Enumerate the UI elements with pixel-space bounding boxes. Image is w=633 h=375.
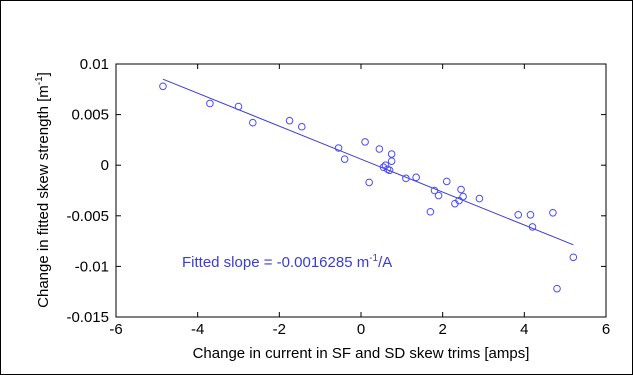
x-axis-label: Change in current in SF and SD skew trim…	[193, 345, 530, 362]
y-tick-label: 0.01	[80, 56, 109, 73]
x-axis-ticks: -6 -4 -2 0 2 4 6	[109, 64, 610, 338]
data-point	[514, 210, 523, 219]
data-point	[159, 82, 167, 91]
y-axis-label-close: ]	[35, 72, 52, 76]
data-point	[297, 122, 306, 131]
data-point	[459, 192, 467, 201]
data-point	[457, 185, 465, 194]
y-axis-label-sup: -1	[34, 76, 45, 85]
data-point	[528, 223, 537, 231]
fit-annotation-suffix: /A	[378, 254, 392, 271]
x-tick-label: 2	[438, 321, 446, 338]
data-point	[553, 284, 561, 293]
data-point	[385, 166, 394, 175]
data-point	[402, 174, 410, 183]
data-point	[387, 157, 396, 165]
fit-annotation-text: Fitted slope = -0.0016285 m	[182, 254, 369, 271]
data-point	[365, 178, 373, 187]
x-tick-label: 0	[357, 321, 365, 338]
y-tick-label: 0.005	[71, 107, 109, 124]
data-point	[334, 144, 343, 152]
fit-line	[162, 78, 574, 246]
data-point	[375, 145, 384, 153]
data-point	[455, 196, 463, 205]
data-point	[442, 177, 451, 186]
data-point	[381, 161, 390, 169]
x-tick-label: -2	[273, 321, 286, 338]
data-points	[159, 82, 578, 293]
data-point	[285, 116, 294, 125]
y-axis-label-text: Change in fitted skew strength [m	[35, 85, 52, 308]
data-point	[340, 155, 349, 163]
plot-area	[115, 63, 607, 318]
x-tick-label: 6	[602, 321, 610, 338]
data-point	[549, 208, 557, 217]
data-point	[475, 194, 484, 203]
data-point	[434, 191, 443, 200]
data-point	[361, 138, 369, 146]
y-tick-label: -0.005	[66, 208, 109, 225]
y-tick-label: -0.015	[66, 309, 109, 326]
x-tick-label: -4	[191, 321, 204, 338]
data-point	[430, 186, 439, 195]
y-tick-label: -0.01	[75, 258, 109, 275]
data-point	[426, 207, 435, 216]
data-point	[379, 163, 388, 172]
data-point	[206, 99, 214, 108]
data-point	[412, 173, 420, 182]
fit-annotation: Fitted slope = -0.0016285 m-1/A	[182, 253, 392, 271]
x-tick-label: 4	[520, 321, 528, 338]
data-point	[248, 118, 257, 127]
data-point	[569, 253, 578, 262]
y-tick-label: 0	[101, 157, 109, 174]
x-tick-label: -6	[109, 321, 122, 338]
y-axis-label: Change in fitted skew strength [m-1]	[34, 72, 52, 308]
fit-annotation-sup: -1	[369, 253, 378, 264]
data-point	[234, 102, 243, 111]
y-axis-ticks: -0.015 -0.01 -0.005 0 0.005 0.01	[66, 56, 606, 326]
data-point	[526, 210, 535, 219]
